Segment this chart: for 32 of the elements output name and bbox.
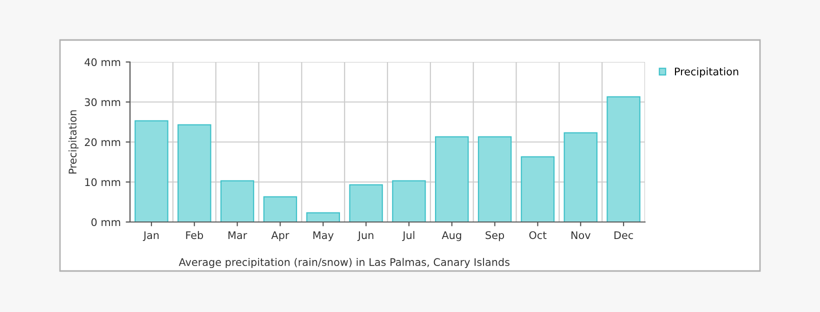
x-tick-label: Sep	[486, 231, 504, 242]
bar	[220, 180, 254, 222]
bar	[435, 136, 469, 222]
x-tick-label: Apr	[271, 231, 290, 242]
x-tick-label: Jun	[357, 231, 374, 242]
bar	[263, 196, 298, 222]
text: Average precipitation (rain/snow) in Las Palmas, Canary Islands	[178, 258, 510, 268]
bar	[520, 156, 555, 222]
legend-label: Precipitation	[674, 67, 738, 78]
bar	[478, 136, 512, 222]
x-tick-label: Jan	[142, 231, 159, 242]
x-tick-label: Mar	[228, 231, 248, 240]
y-tick-label: 10 mm	[85, 178, 120, 186]
bar	[306, 212, 340, 222]
x-tick-label: Feb	[186, 231, 204, 240]
x-tick-label: Nov	[571, 231, 590, 240]
x-tick-label: Aug	[442, 231, 462, 242]
bar	[134, 120, 168, 222]
x-tick-label: Oct	[529, 231, 546, 240]
y-tick-label: 0 mm	[91, 218, 120, 226]
x-tick-label: Jul	[402, 231, 414, 242]
bar	[564, 132, 598, 222]
y-tick-label: 30 mm	[84, 98, 120, 106]
bar	[349, 184, 383, 222]
bar	[178, 124, 212, 222]
y-axis-title: Precipitation	[68, 110, 79, 174]
y-tick-label: 40 mm	[84, 58, 120, 66]
bar	[392, 180, 426, 222]
x-tick-label: May	[313, 231, 334, 242]
x-tick-label: Dec	[614, 231, 633, 240]
bar	[606, 96, 640, 222]
y-tick-label: 20 mm	[84, 138, 120, 146]
